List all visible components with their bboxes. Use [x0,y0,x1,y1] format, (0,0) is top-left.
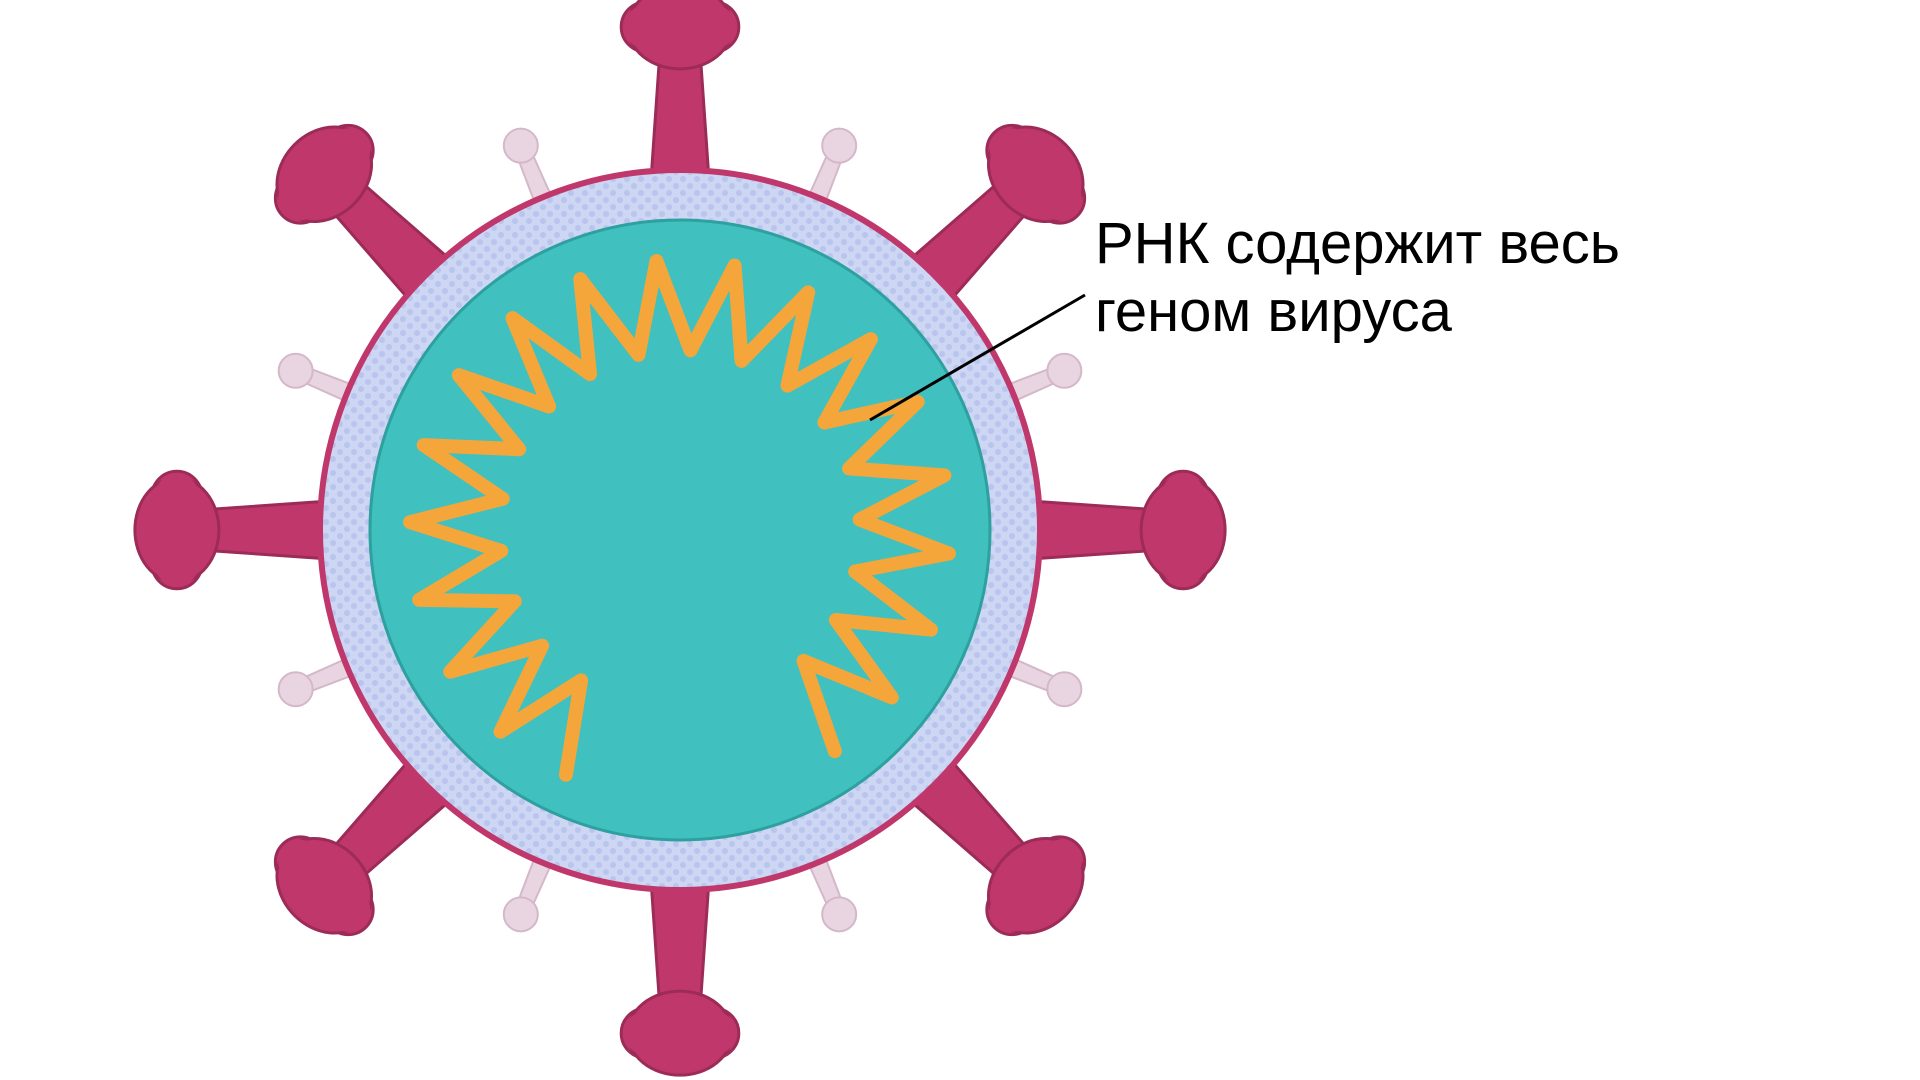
small-spike-head [1047,354,1081,388]
small-spike-head [822,897,856,931]
large-spike-head [135,471,219,589]
virus-illustration [135,0,1225,1075]
small-spike-head [822,129,856,163]
rna-annotation-label: РНК содержит весь геном вируса [1095,210,1620,347]
large-spike-head [1141,471,1225,589]
large-spike-head [621,991,739,1075]
large-spike-head [621,0,739,69]
small-spike-head [1047,672,1081,706]
small-spike-head [504,129,538,163]
diagram-canvas: { "diagram": { "type": "infographic", "b… [0,0,1920,1080]
virus-diagram-svg [0,0,1920,1080]
small-spike-head [504,897,538,931]
small-spike-head [279,672,313,706]
small-spike-head [279,354,313,388]
